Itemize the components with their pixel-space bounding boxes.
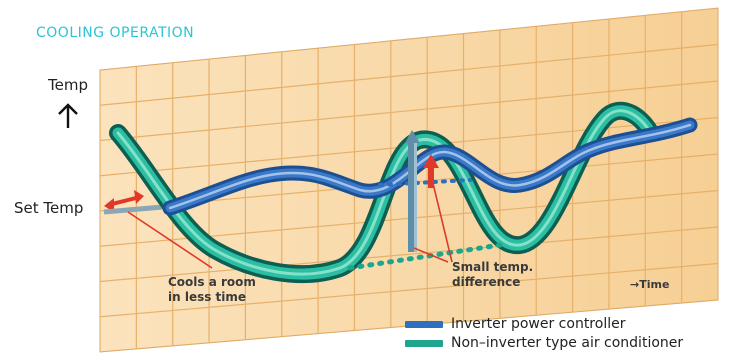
grid-horizontal-line: [100, 43, 718, 106]
small-diff-annotation-line-2: difference: [452, 275, 520, 289]
diagram-title: COOLING OPERATION: [36, 25, 195, 41]
time-axis-label: →Time: [630, 278, 669, 291]
legend-item-non-inverter: Non–inverter type air conditioner: [405, 335, 683, 351]
grid-horizontal-line: [100, 80, 718, 142]
temp-axis-label: Temp: [48, 76, 88, 94]
small-diff-pointer-line-2: [430, 174, 453, 263]
legend-item-inverter: Inverter power controller: [405, 316, 625, 332]
set-temp-label: Set Temp: [14, 199, 84, 217]
cools-annotation-line-2: in less time: [168, 290, 246, 304]
cools-pointer-line: [127, 211, 213, 269]
up-arrow-icon: [58, 103, 78, 128]
cools-red-arrow: [104, 190, 144, 212]
small-diff-annotation-line-1: Small temp.: [452, 260, 533, 274]
cools-annotation-line-1: Cools a room: [168, 275, 256, 289]
grid-horizontal-line: [100, 8, 718, 71]
legend-swatch-inverter: [405, 320, 443, 328]
temp-difference-marker: [405, 130, 420, 252]
legend-label-non-inverter: Non–inverter type air conditioner: [451, 335, 684, 351]
legend-swatch-non-inverter: [405, 339, 443, 347]
grid-horizontal-line: [100, 226, 718, 283]
legend-label-inverter: Inverter power controller: [451, 316, 626, 332]
inverter-dotted-line: [378, 178, 472, 187]
small-diff-pointer-line-1: [413, 247, 449, 263]
grid-horizontal-line: [100, 262, 718, 318]
